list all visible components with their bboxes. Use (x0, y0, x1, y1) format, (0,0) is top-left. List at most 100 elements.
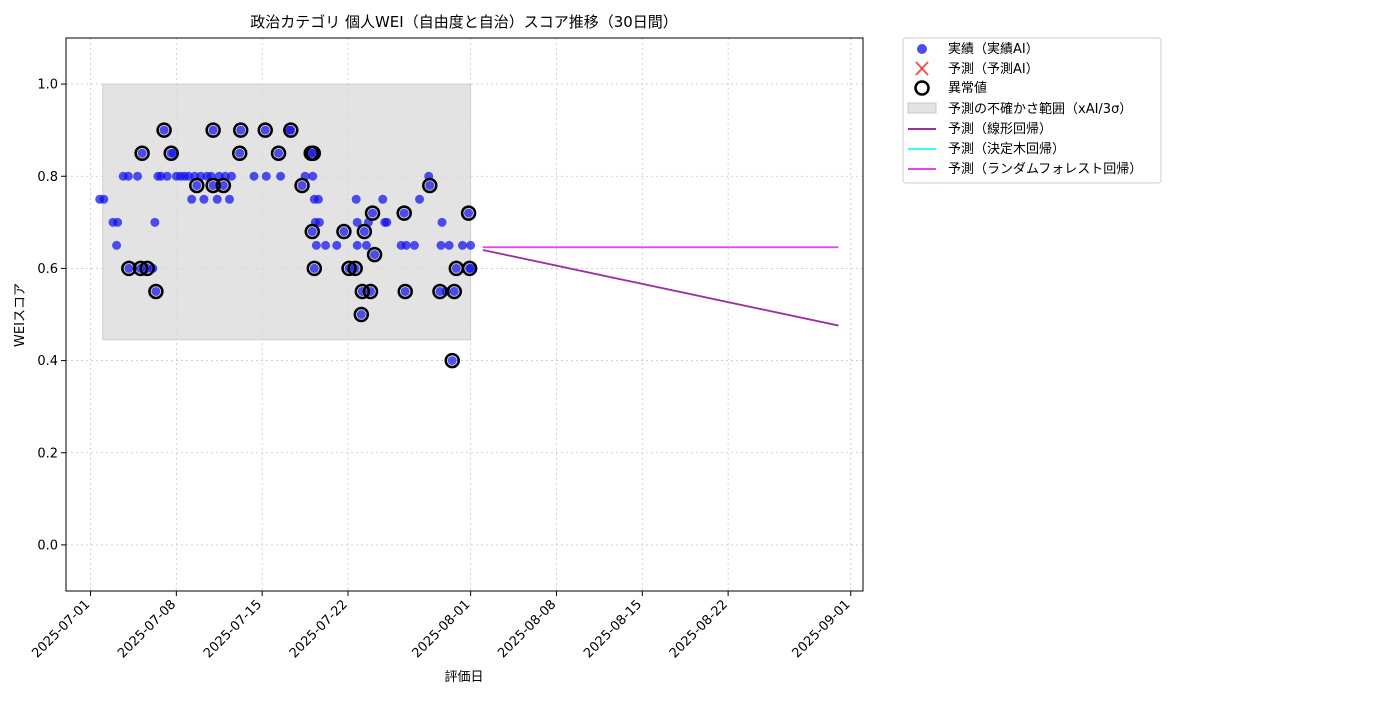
actual-point (332, 240, 342, 250)
actual-point (425, 180, 435, 190)
anomaly-marker (356, 223, 373, 240)
x-tick-label: 2025-08-08 (495, 597, 559, 661)
actual-point (249, 171, 259, 181)
anomaly-marker (461, 260, 478, 277)
anomaly-marker (396, 205, 412, 221)
y-axis-ticks: 0.0 0.2 0.4 0.6 0.8 1.0 (37, 78, 66, 553)
anomaly-marker (189, 177, 205, 194)
legend-uncertainty-label: 予測の不確かさ範囲（xAI/3σ） (948, 101, 1132, 117)
anomaly-marker (270, 145, 287, 161)
anomaly-marker (294, 177, 310, 194)
legend-tree-label: 予測（決定木回帰） (948, 141, 1065, 157)
anomaly-marker (257, 122, 273, 138)
y-tick-label: 0.6 (37, 262, 58, 277)
anomaly-marker (304, 223, 321, 240)
actual-point (192, 180, 202, 190)
chart-title: 政治カテゴリ 個人WEI（自由度と自治）スコア推移（30日間） (250, 13, 678, 31)
actual-point (449, 286, 459, 296)
anomaly-marker (231, 145, 248, 161)
actual-point (352, 217, 362, 227)
actual-point (308, 171, 318, 181)
actual-point (447, 356, 457, 366)
actual-point (199, 194, 209, 204)
actual-point (359, 227, 369, 237)
anomaly-marker (397, 283, 413, 300)
x-tick-label: 2025-07-15 (201, 597, 265, 661)
actual-point (415, 194, 425, 204)
x-tick-label: 2025-07-08 (115, 597, 179, 661)
actual-point (208, 180, 218, 190)
actual-point (162, 171, 172, 181)
anomaly-marker (347, 260, 363, 277)
actual-point (361, 240, 371, 250)
anomaly-markers-layer (121, 122, 478, 369)
anomaly-marker (364, 205, 381, 221)
actual-point (308, 148, 318, 158)
actual-point (309, 263, 319, 273)
actual-point (235, 148, 245, 158)
actual-point (311, 240, 321, 250)
anomaly-marker (446, 283, 463, 300)
y-tick-label: 1.0 (37, 78, 58, 93)
actual-point (436, 240, 446, 250)
legend-anomaly-swatch (914, 80, 930, 96)
legend-forest-label: 予測（ランダムフォレスト回帰） (948, 161, 1142, 177)
x-tick-label: 2025-08-15 (581, 597, 645, 661)
actual-point (133, 171, 143, 181)
actual-point (187, 194, 197, 204)
actual-point (409, 240, 419, 250)
actual-point (370, 250, 380, 260)
anomaly-marker (354, 283, 371, 300)
actual-point (321, 240, 331, 250)
anomaly-marker (306, 260, 323, 277)
plot-frame (65, 37, 864, 592)
anomaly-marker (460, 205, 477, 221)
x-axis-ticks: 2025-07-01 2025-07-08 2025-07-15 2025-07-22… (29, 591, 854, 661)
actual-point (313, 194, 323, 204)
actual-point (208, 125, 218, 135)
x-axis-label: 評価日 (444, 670, 483, 685)
actual-point (401, 240, 411, 250)
anomaly-marker (341, 260, 357, 277)
anomaly-marker (148, 283, 164, 300)
y-tick-label: 0.0 (37, 538, 58, 553)
actual-point (99, 194, 109, 204)
actual-point (464, 208, 474, 218)
legend-anomaly-label: 異常値 (948, 80, 987, 96)
anomaly-marker (336, 223, 352, 240)
legend-box (902, 37, 1162, 184)
anomaly-marker (362, 283, 379, 300)
y-tick-label: 0.4 (37, 354, 58, 369)
linear-regression-line (482, 249, 839, 327)
anomaly-marker (163, 145, 179, 161)
actual-point (218, 180, 228, 190)
x-tick-label: 2025-09-01 (790, 597, 854, 661)
actual-point (339, 227, 349, 237)
anomaly-marker (366, 246, 383, 263)
actual-point (466, 263, 476, 273)
actual-point (260, 125, 270, 135)
actual-point (437, 217, 447, 227)
actual-point (227, 171, 237, 181)
anomaly-marker (432, 283, 448, 300)
actual-point (352, 240, 362, 250)
legend-actual-swatch (917, 44, 927, 54)
uncertainty-band (102, 83, 472, 341)
x-tick-label: 2025-08-22 (667, 597, 731, 661)
actual-point (274, 148, 284, 158)
actual-point (124, 263, 134, 273)
actual-point (137, 148, 147, 158)
legend-predicted-swatch (915, 61, 929, 76)
actual-point (212, 194, 222, 204)
anomaly-marker (205, 177, 221, 194)
regression-lines-layer (482, 246, 839, 327)
anomaly-marker (156, 122, 172, 138)
actual-point (276, 171, 286, 181)
anomaly-marker (305, 145, 322, 161)
actual-point (399, 208, 409, 218)
actual-point (382, 217, 392, 227)
actual-point (400, 286, 410, 296)
legend-predicted-label: 予測（予測AI） (948, 62, 1039, 77)
y-tick-label: 0.2 (37, 446, 58, 461)
